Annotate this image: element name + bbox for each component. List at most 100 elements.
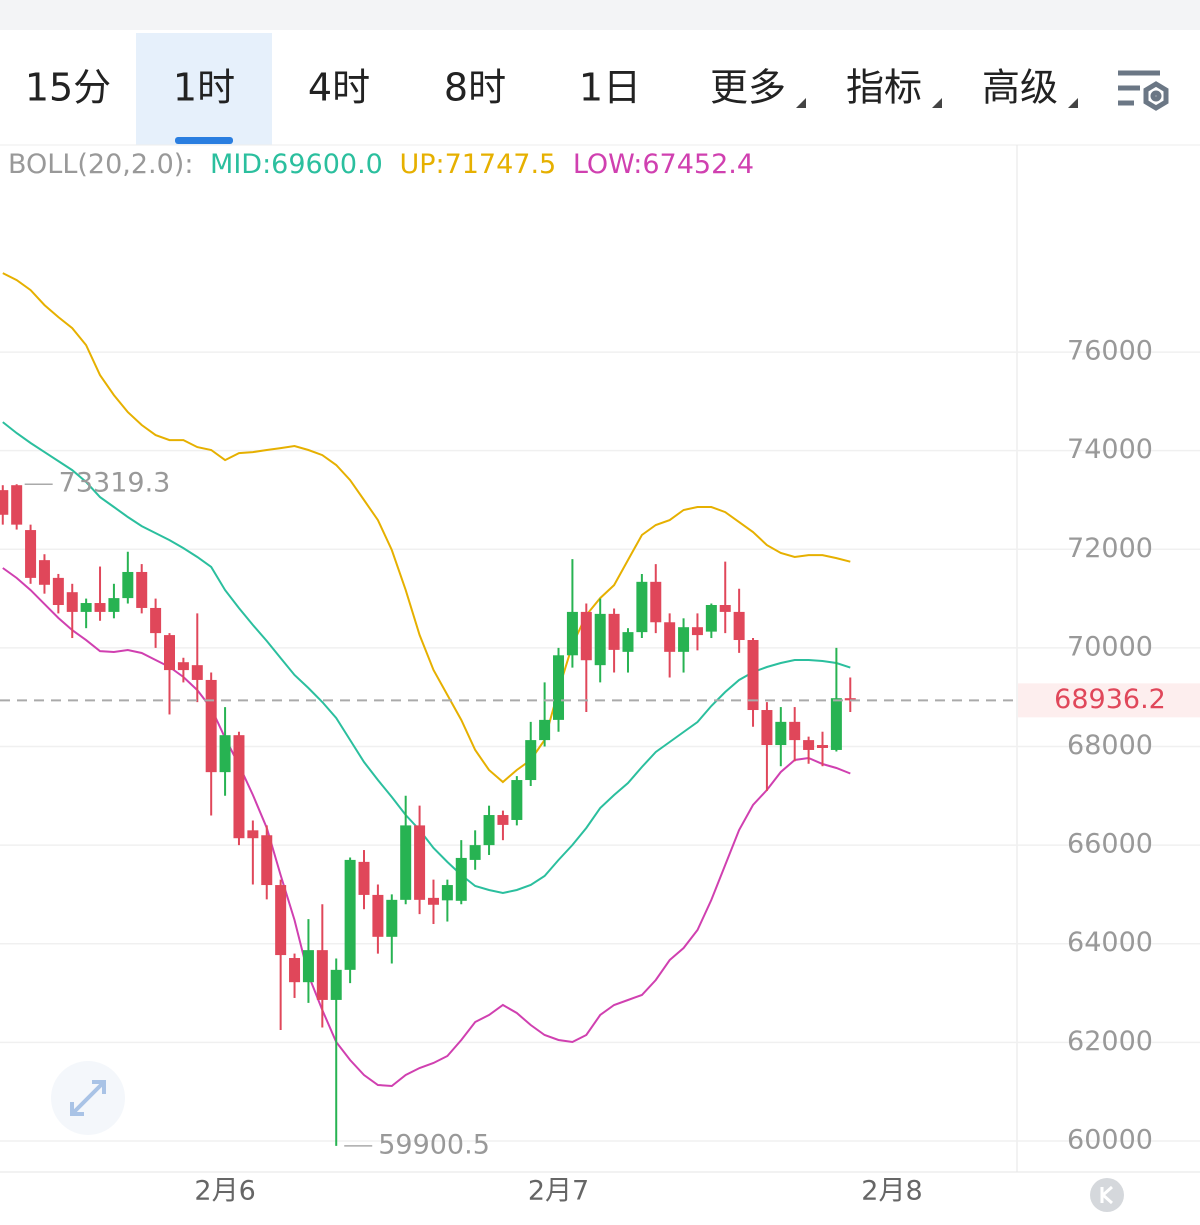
candle-body	[25, 530, 37, 578]
x-tick-label: 2月7	[528, 1176, 589, 1207]
legend-entry: UP:71747.5	[399, 149, 556, 180]
y-tick-label: 74000	[1067, 434, 1153, 465]
indicator-label: BOLL(20,2.0):	[8, 149, 193, 180]
candle-body	[150, 607, 162, 634]
candle-body	[691, 627, 703, 636]
candle-body	[164, 635, 175, 671]
candle-body	[358, 861, 370, 895]
candle-body	[622, 632, 634, 652]
y-tick-label: 70000	[1067, 631, 1153, 662]
last-price-label: 68936.2	[1054, 684, 1166, 715]
candle-body	[302, 950, 314, 983]
candle-body	[414, 825, 426, 900]
k-button[interactable]	[1090, 1178, 1124, 1212]
candle-body	[177, 662, 189, 671]
candle-body	[386, 899, 398, 937]
annotation-label: 73319.3	[59, 468, 171, 499]
candle-body	[830, 698, 842, 750]
annotation-label: 59900.5	[378, 1129, 490, 1160]
candle-body	[761, 710, 773, 746]
candle-body	[664, 622, 676, 652]
candle-body	[594, 613, 606, 666]
candle-body	[219, 735, 231, 773]
tab[interactable]: 1日	[579, 66, 641, 110]
legend: BOLL(20,2.0): MID:69600.0 UP:71747.5 LOW…	[8, 149, 754, 180]
candle-body	[539, 719, 551, 741]
tab[interactable]: 15分	[25, 66, 111, 110]
candle-body	[80, 603, 92, 612]
candle-body	[275, 885, 287, 956]
candle-body	[525, 740, 537, 781]
candle-body	[233, 735, 245, 839]
x-tick-label: 2月8	[861, 1176, 922, 1207]
candle-body	[191, 665, 203, 680]
dropdown-caret	[796, 98, 806, 108]
candle-body	[553, 655, 565, 720]
tab[interactable]: 1时	[173, 66, 235, 110]
x-tick-label: 2月6	[194, 1176, 255, 1207]
settings-icon[interactable]	[1118, 70, 1169, 111]
candle-body	[733, 611, 745, 641]
candle-body	[108, 598, 120, 612]
tab[interactable]: 8时	[444, 66, 506, 110]
candle-body	[844, 698, 856, 701]
expand-button[interactable]	[51, 1061, 125, 1135]
boll-line	[2, 272, 851, 784]
candle-body	[52, 577, 64, 606]
plot: 68936.2 73319.3 59900.5	[0, 272, 1200, 1160]
legend-entry: LOW:67452.4	[573, 149, 754, 180]
y-tick-label: 60000	[1067, 1124, 1153, 1155]
candle-body	[136, 571, 148, 608]
legend-entry: MID:69600.0	[210, 149, 383, 180]
y-tick-label: 68000	[1067, 730, 1153, 761]
tab[interactable]: 4时	[308, 66, 370, 110]
candle-body	[289, 958, 301, 983]
candle-body	[789, 721, 801, 741]
candle-body	[66, 592, 78, 612]
candle-body	[247, 830, 259, 839]
y-tick-label: 62000	[1067, 1026, 1153, 1057]
tab-underline	[175, 137, 233, 144]
tab[interactable]: 更多	[710, 66, 786, 110]
status-strip	[0, 0, 1200, 30]
y-tick-label: 72000	[1067, 533, 1153, 564]
boll-line	[2, 421, 851, 895]
candle-body	[122, 571, 134, 599]
toolbar: 15分 1时 4时 8时 1日 更多 指标 高级	[25, 33, 1078, 145]
candle-body	[747, 640, 759, 711]
candle-body	[705, 605, 717, 632]
candle-body	[344, 859, 356, 970]
candle-body	[483, 815, 495, 846]
candle-body	[650, 581, 662, 623]
candle-body	[678, 627, 690, 652]
boll-line	[2, 567, 851, 1088]
tab[interactable]: 指标	[846, 66, 922, 110]
tab[interactable]: 高级	[982, 66, 1058, 110]
candle-body	[455, 857, 467, 901]
candle-body	[372, 894, 384, 937]
candle-body	[719, 605, 731, 612]
candle-body	[441, 885, 453, 901]
candle-body	[205, 679, 217, 773]
candle-body	[511, 780, 523, 820]
candle-body	[330, 969, 342, 1000]
candle-body	[775, 721, 787, 746]
grid: 60000 62000 64000 66000 68000 70000 72000 74000…	[0, 336, 1200, 1207]
candle-body	[0, 490, 9, 515]
y-tick-label: 76000	[1067, 336, 1153, 367]
tab-highlight	[136, 33, 272, 145]
candle-body	[580, 611, 592, 661]
candle-body	[11, 485, 23, 525]
candle-body	[427, 897, 439, 905]
candle-body	[803, 740, 815, 750]
y-tick-label: 64000	[1067, 927, 1153, 958]
dropdown-caret	[1068, 98, 1078, 108]
candle-body	[94, 603, 106, 612]
dropdown-caret	[932, 98, 942, 108]
candle-body	[38, 560, 50, 585]
candle-body	[816, 745, 828, 748]
candle-body	[566, 611, 578, 656]
candle-body	[316, 950, 328, 1000]
last-price-box	[1018, 683, 1200, 718]
